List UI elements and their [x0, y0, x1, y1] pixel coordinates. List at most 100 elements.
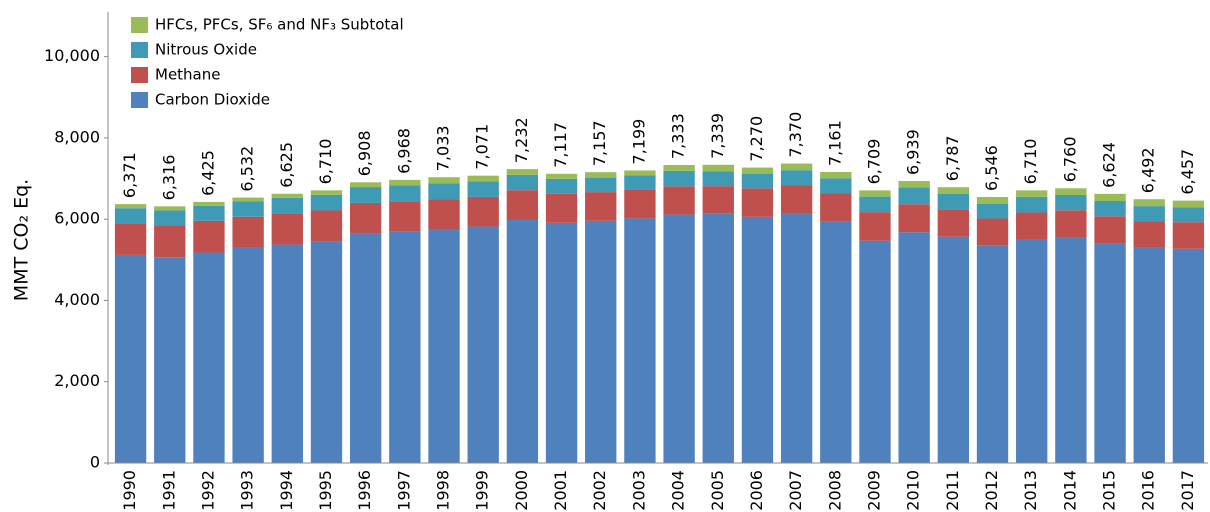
total-label: 6,457 — [1178, 149, 1197, 195]
x-tick-label: 2011 — [943, 470, 962, 511]
bar-segment — [349, 233, 382, 463]
bar-segment — [1016, 239, 1048, 463]
bar-segment — [193, 252, 225, 463]
bar-segment — [780, 163, 813, 171]
legend-swatch — [131, 42, 148, 58]
total-label: 6,710 — [316, 139, 335, 185]
bar-segment — [389, 201, 421, 232]
x-tick-label: 2001 — [551, 470, 570, 511]
bar-segment — [976, 196, 1009, 204]
bar-segment — [114, 254, 147, 463]
bar-segment — [820, 172, 852, 179]
bar-segment — [389, 179, 421, 186]
total-label: 6,709 — [864, 139, 883, 185]
bar-segment — [937, 193, 970, 210]
bar-segment — [663, 165, 695, 171]
bar-segment — [349, 187, 382, 203]
bar-segment — [232, 247, 264, 463]
bar-segment — [310, 190, 343, 195]
bar-segment — [741, 188, 774, 217]
bar-segment — [271, 197, 303, 214]
bar-segment — [154, 206, 186, 211]
bar-segment — [545, 178, 578, 194]
bar-segment — [467, 175, 499, 182]
bar-segment — [545, 173, 578, 179]
x-tick-label: 2015 — [1100, 470, 1119, 511]
bar-segment — [271, 213, 303, 245]
bar-segment — [506, 169, 539, 175]
bar-segment — [428, 199, 460, 230]
x-tick-label: 1993 — [238, 470, 257, 511]
bar-segment — [114, 204, 147, 209]
total-label: 6,492 — [1139, 147, 1158, 193]
bar-segment — [937, 209, 970, 237]
x-tick-label: 2002 — [590, 470, 609, 511]
legend-label: Methane — [155, 66, 221, 84]
bar-segment — [1172, 248, 1205, 463]
bar-segment — [1055, 195, 1087, 211]
bar-segment — [154, 257, 186, 463]
x-tick-label: 2016 — [1139, 470, 1158, 511]
total-label: 6,371 — [120, 152, 139, 198]
bar-segment — [545, 193, 578, 223]
total-label: 6,425 — [198, 150, 217, 196]
total-label: 6,624 — [1100, 142, 1119, 188]
bar-segment — [859, 240, 891, 463]
bar-segment — [154, 225, 186, 258]
bar-segment — [820, 178, 852, 194]
bar-segment — [467, 226, 499, 463]
bar-segment — [663, 214, 695, 463]
bar-segment — [506, 190, 539, 220]
x-tick-label: 1995 — [316, 470, 335, 511]
bar-segment — [506, 219, 539, 463]
y-tick-label: 10,000 — [44, 46, 100, 65]
bar-segment — [1172, 207, 1205, 223]
bar-segment — [467, 181, 499, 197]
x-tick-label: 2006 — [747, 470, 766, 511]
x-tick-label: 2014 — [1060, 470, 1079, 511]
x-tick-label: 2007 — [786, 470, 805, 511]
total-label: 7,161 — [825, 120, 844, 166]
bar-segment — [585, 172, 617, 178]
bar-segment — [859, 196, 891, 213]
x-tick-label: 2012 — [982, 470, 1001, 511]
total-label: 7,071 — [473, 124, 492, 170]
legend-swatch — [131, 67, 148, 83]
bar-segment — [1094, 216, 1126, 244]
total-label: 7,339 — [708, 113, 727, 159]
legend-label: Carbon Dioxide — [155, 91, 270, 109]
bar-segment — [428, 183, 460, 200]
bar-segment — [585, 192, 617, 221]
bar-segment — [506, 174, 539, 191]
bar-segment — [898, 187, 930, 205]
bar-segment — [820, 193, 852, 222]
bar-segment — [585, 177, 617, 193]
bar-segment — [310, 241, 343, 463]
total-label: 6,760 — [1060, 136, 1079, 182]
bar-segment — [663, 186, 695, 215]
bar-segment — [193, 205, 225, 221]
y-axis-title: MMT CO₂ Eq. — [11, 179, 33, 301]
bar-segment — [976, 203, 1009, 219]
legend-swatch — [131, 17, 148, 33]
total-label: 6,546 — [982, 145, 1001, 191]
legend-label: HFCs, PFCs, SF₆ and NF₃ Subtotal — [155, 16, 404, 34]
total-label: 7,333 — [669, 113, 688, 159]
bar-segment — [780, 213, 813, 463]
bar-segment — [467, 196, 499, 227]
total-label: 6,939 — [904, 129, 923, 175]
legend-swatch — [131, 92, 148, 108]
bar-segment — [1133, 221, 1165, 248]
x-tick-label: 1992 — [198, 470, 217, 511]
total-label: 6,532 — [238, 146, 257, 192]
total-label: 7,232 — [512, 117, 531, 163]
bar-segment — [820, 221, 852, 463]
bar-segment — [1094, 243, 1126, 463]
x-tick-label: 1990 — [120, 470, 139, 511]
x-tick-label: 2010 — [904, 470, 923, 511]
bar-segment — [114, 223, 147, 255]
x-tick-label: 1999 — [473, 470, 492, 511]
bar-segment — [1172, 222, 1205, 249]
bar-segment — [859, 212, 891, 241]
